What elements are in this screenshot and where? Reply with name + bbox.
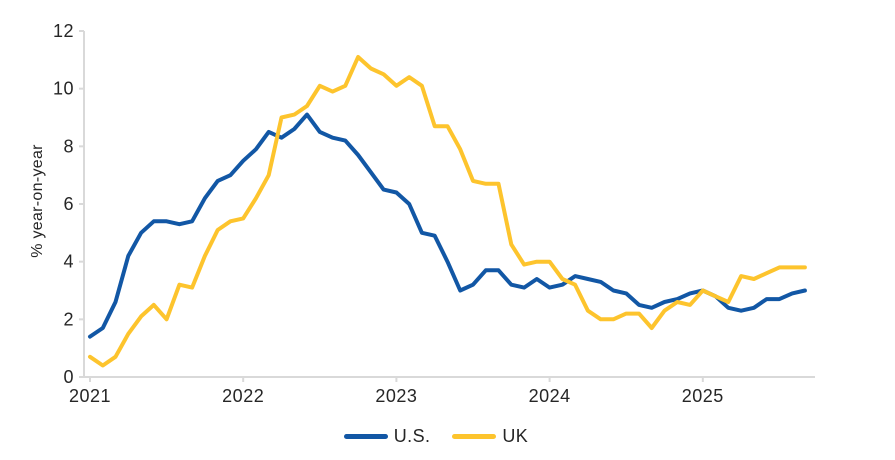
series-line-uk xyxy=(88,55,807,368)
y-tick-label: 10 xyxy=(53,79,74,99)
legend-item-uk: UK xyxy=(452,426,528,447)
x-tick-label: 2023 xyxy=(375,386,417,406)
series-line-us xyxy=(88,112,807,339)
legend-label: UK xyxy=(502,426,529,446)
y-tick-label: 4 xyxy=(63,252,74,272)
x-tick-label: 2024 xyxy=(529,386,571,406)
legend-swatch-icon xyxy=(343,434,388,439)
x-tick-label: 2022 xyxy=(222,386,264,406)
x-tick-label: 2021 xyxy=(69,386,111,406)
legend-item-us: U.S. xyxy=(343,426,431,447)
y-tick-label: 6 xyxy=(63,194,74,214)
legend-swatch-icon xyxy=(452,434,497,439)
y-tick-label: 8 xyxy=(63,136,74,156)
y-tick-label: 12 xyxy=(53,21,74,41)
x-tick-label: 2025 xyxy=(682,386,724,406)
y-tick-label: 2 xyxy=(63,309,74,329)
y-tick-label: 0 xyxy=(63,367,74,387)
legend-label: U.S. xyxy=(393,426,431,446)
chart-legend: U.S. UK xyxy=(0,426,872,447)
